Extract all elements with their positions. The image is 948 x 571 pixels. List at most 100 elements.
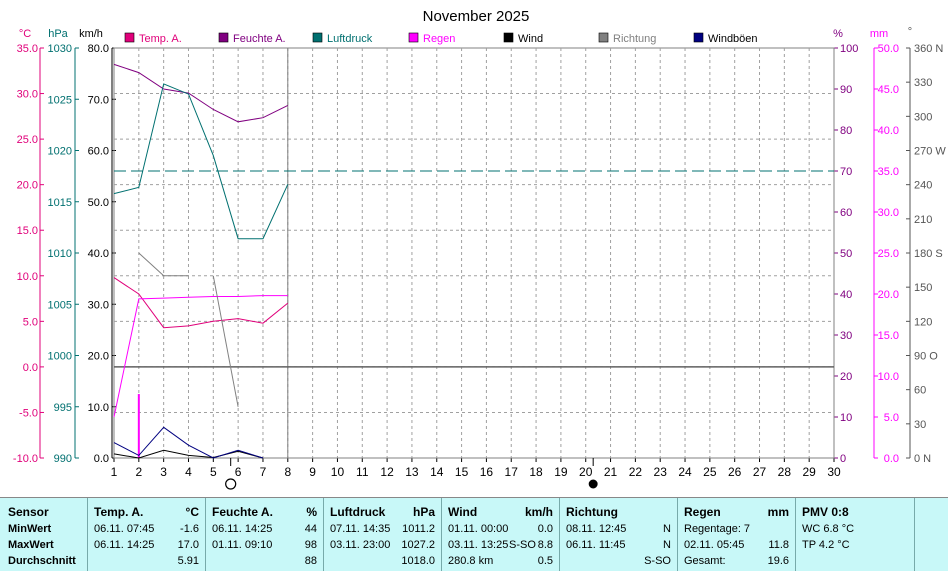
stats-humidity-avg: 88 (304, 555, 317, 567)
full-moon-icon (225, 478, 237, 490)
humidity-tick-label: 20 (840, 371, 852, 383)
temp-tick-label: 5.0 (23, 316, 38, 328)
stats-rain-days: Regentage: 7 (684, 523, 751, 535)
x-tick-label: 14 (430, 465, 444, 479)
stats-col-temp: Temp. A. °C 06.11. 07:45 -1.6 06.11. 14:25… (87, 498, 206, 571)
legend: Temp. A. Feuchte A. Luftdruck Regen Wind… (124, 32, 758, 45)
stats-col-rain: Regen mm Regentage: 7 02.11. 05:45 11.8 Ge… (677, 498, 796, 571)
pressure-tick-label: 1025 (48, 94, 72, 106)
plot-frame (113, 47, 835, 459)
rain-tick-label: 5.0 (884, 412, 899, 424)
legend-item-gusts: Windböen (693, 32, 758, 45)
temp-tick-label: -10.0 (13, 453, 38, 465)
x-tick-label: 13 (405, 465, 419, 479)
humidity-tick-label: 60 (840, 207, 852, 219)
stats-direction-avg: S-SO (644, 555, 671, 567)
stats-humidity-max-value: 98 (304, 539, 317, 551)
humidity-tick-label: 0 (840, 453, 846, 465)
legend-label-humidity: Feuchte A. (233, 33, 286, 45)
x-tick-label: 11 (356, 465, 369, 479)
stats-col-pmv: PMV 0:8 WC 6.8 °C TP 4.2 °C (795, 498, 915, 571)
series-luftdruck-line (113, 83, 289, 240)
stats-pmv-dewpoint: TP 4.2 °C (802, 539, 850, 551)
temp-tick-label: 10.0 (17, 271, 38, 283)
x-tick-label: 21 (604, 465, 618, 479)
direction-tick-label: 300 (914, 111, 932, 123)
x-tick-label: 15 (455, 465, 469, 479)
legend-swatch-temp (124, 32, 135, 43)
direction-tick-label: 120 (914, 316, 932, 328)
stats-col-humidity: Feuchte A.% 06.11. 14:25 44 01.11. 09:10 9… (205, 498, 324, 571)
x-tick-label: 4 (185, 465, 192, 479)
rain-tick-label: 40.0 (878, 125, 899, 137)
pressure-tick-label: 995 (54, 402, 72, 414)
direction-tick-label: 330 (914, 77, 932, 89)
legend-swatch-humidity (218, 32, 229, 43)
stats-humidity-min-value: 44 (304, 523, 317, 535)
rain-tick-label: 25.0 (878, 248, 899, 260)
legend-label-wind: Wind (518, 33, 543, 45)
stats-row-label-max: MaxWert (8, 539, 54, 551)
stats-col-pressure: Luftdruck hPa 07.11. 14:35 1011.2 03.11. 2… (323, 498, 442, 571)
humidity-unit-label: % (833, 28, 843, 40)
stats-pmv-windchill: WC 6.8 °C (802, 523, 855, 535)
wind-tick-label: 20.0 (88, 351, 109, 363)
legend-swatch-pressure (312, 32, 323, 43)
rain-tick-label: 45.0 (878, 84, 899, 96)
stats-pressure-max-time: 03.11. 23:00 (330, 539, 391, 551)
humidity-tick-label: 50 (840, 248, 852, 260)
temp-tick-label: 30.0 (17, 89, 38, 101)
new-moon-icon (588, 479, 598, 489)
temp-unit-label: °C (19, 28, 31, 40)
x-tick-label: 2 (135, 465, 142, 479)
x-tick-label: 12 (380, 465, 394, 479)
series-windb-en-line (113, 426, 264, 459)
stats-temp-min-value: -1.6 (180, 523, 199, 535)
stats-temp-max-value: 17.0 (177, 539, 199, 551)
rain-tick-label: 30.0 (878, 207, 899, 219)
wind-tick-label: 70.0 (88, 94, 109, 106)
humidity-tick-label: 40 (840, 289, 852, 301)
legend-swatch-rain (408, 32, 419, 43)
humidity-tick-label: 10 (840, 412, 852, 424)
series-feuchte-a--line (113, 63, 289, 123)
rain-tick-label: 10.0 (878, 371, 899, 383)
pressure-tick-label: 1030 (48, 43, 72, 55)
stats-pmv-header: PMV 0:8 (802, 505, 849, 519)
stats-direction-min-time: 08.11. 12:45 (566, 523, 627, 535)
pressure-tick-label: 1000 (48, 351, 72, 363)
stats-col-wind: Wind km/h 01.11. 00:00 0.0 03.11. 13:25 S-S… (441, 498, 560, 571)
rain-tick-label: 20.0 (878, 289, 899, 301)
legend-label-direction: Richtung (613, 33, 656, 45)
temp-tick-label: 15.0 (17, 225, 38, 237)
legend-label-rain: Regen (423, 33, 455, 45)
x-tick-label: 29 (802, 465, 816, 479)
legend-item-direction: Richtung (598, 32, 656, 45)
series-regen-line (113, 295, 288, 418)
stats-temp-min-time: 06.11. 07:45 (94, 523, 155, 535)
stats-pressure-max-value: 1027.2 (401, 539, 435, 551)
temp-tick-label: 35.0 (17, 43, 38, 55)
x-tick-label: 26 (728, 465, 742, 479)
x-tick-label: 23 (654, 465, 668, 479)
direction-tick-label: 150 (914, 282, 932, 294)
x-tick-label: 22 (629, 465, 643, 479)
series-temp-a--line (113, 277, 289, 329)
x-tick-label: 24 (678, 465, 692, 479)
direction-tick-label: 210 (914, 214, 932, 226)
weather-chart: November 2025 °C hPa km/h % mm ° Temp. A… (13, 8, 946, 490)
stats-rain-max-value: 11.8 (768, 539, 789, 551)
stats-direction-max-value: N (663, 539, 671, 551)
direction-tick-label: 360 N (914, 43, 943, 55)
direction-tick-label: 0 N (914, 453, 931, 465)
x-tick-label: 25 (703, 465, 717, 479)
stats-rain-header: Regen (684, 505, 721, 519)
stats-temp-avg: 5.91 (177, 555, 199, 567)
x-tick-label: 18 (529, 465, 543, 479)
direction-unit-label: ° (908, 26, 912, 38)
rain-tick-label: 0.0 (884, 453, 899, 465)
stats-pressure-min-time: 07.11. 14:35 (330, 523, 391, 535)
temp-tick-label: -5.0 (19, 407, 38, 419)
x-tick-label: 6 (235, 465, 242, 479)
legend-item-pressure: Luftdruck (312, 32, 373, 45)
